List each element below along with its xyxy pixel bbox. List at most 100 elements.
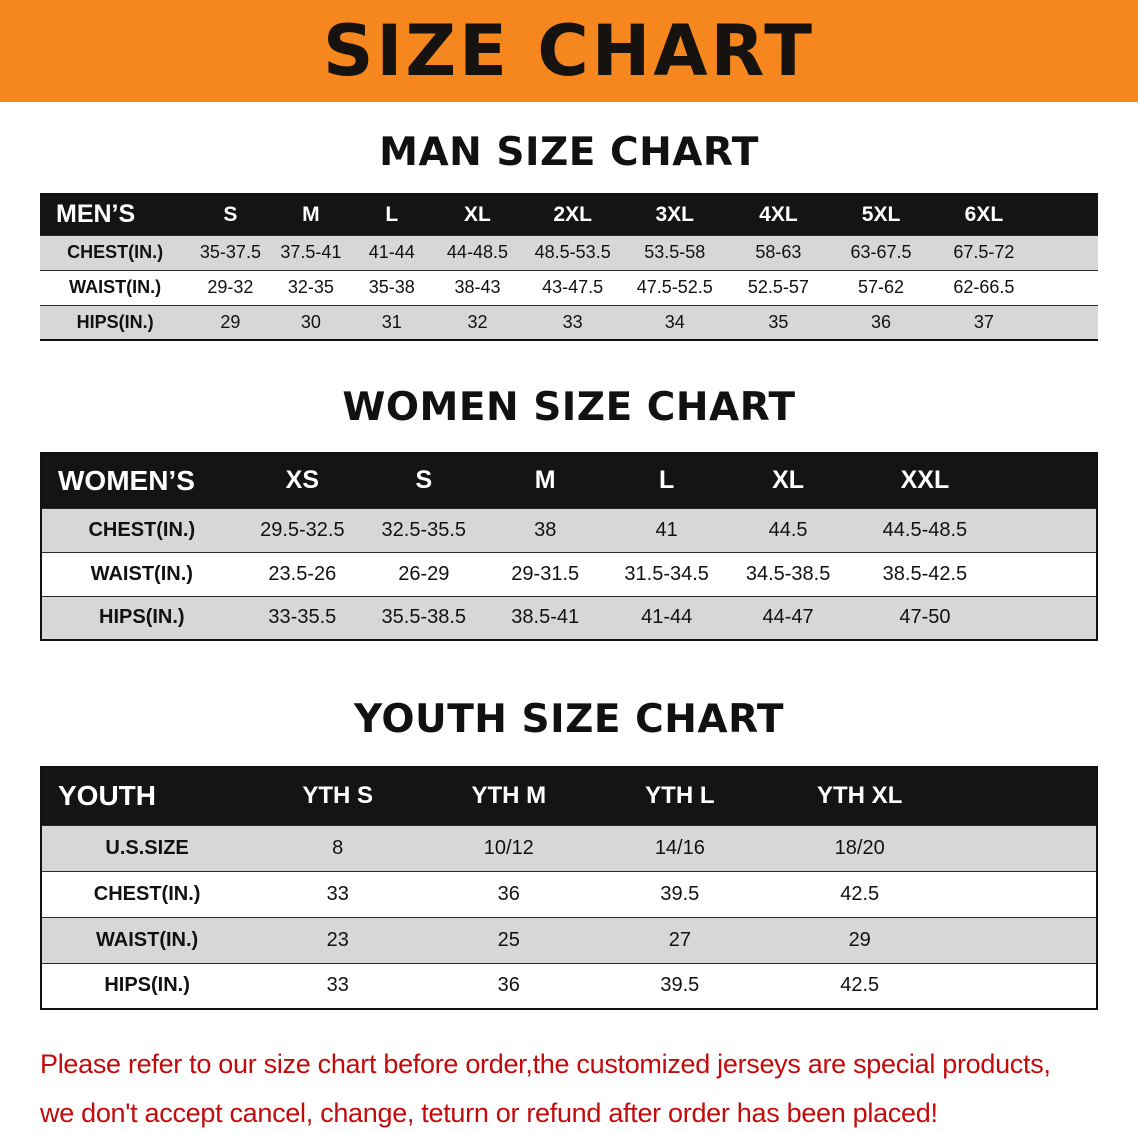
size-column-header: 6XL (931, 194, 1098, 235)
size-column-header: XL (727, 453, 849, 508)
size-value: 35 (768, 311, 789, 332)
row-label: WAIST(IN.) (69, 277, 162, 297)
size-column-header: 3XL (622, 194, 727, 235)
row-label: CHEST(IN.) (88, 518, 196, 541)
row-label: HIPS(IN.) (104, 974, 190, 997)
size-value: 38 (534, 518, 557, 541)
row-label: U.S.SIZE (105, 836, 189, 859)
row-label: CHEST(IN.) (93, 882, 201, 905)
table-header-row: WOMEN’S XS S M L XL XXL (41, 453, 1097, 508)
size-value: 41-44 (368, 242, 415, 262)
size-value: 37.5-41 (280, 242, 342, 262)
measurement-row: WAIST(IN.) 29-32 32-35 35-38 38-43 43-47.5 47.… (40, 270, 1098, 305)
size-value: 25 (497, 928, 520, 951)
size-column-header: 2XL (522, 194, 623, 235)
size-value: 39.5 (660, 974, 700, 997)
size-value: 32.5-35.5 (381, 518, 467, 541)
size-value: 31.5-34.5 (624, 562, 709, 585)
size-value: 34 (664, 311, 685, 332)
size-value: 44.5-48.5 (882, 518, 968, 541)
size-value: 14/16 (654, 836, 705, 859)
size-value: 42.5 (840, 974, 880, 997)
size-value: 26-29 (398, 562, 450, 585)
size-column-header: S (363, 453, 485, 508)
size-value: 8 (332, 836, 344, 859)
size-value: 57-62 (858, 277, 905, 297)
measurement-row: CHEST(IN.) 29.5-32.5 32.5-35.5 38 41 44.5 44.5… (41, 508, 1097, 552)
measurement-row: WAIST(IN.) 23.5-26 26-29 29-31.5 31.5-34.5 34… (41, 552, 1097, 596)
table-title-cell: WOMEN’S (41, 453, 242, 508)
size-value: 44.5 (768, 518, 808, 541)
page-title: SIZE CHART (322, 10, 816, 92)
size-value: 43-47.5 (542, 277, 604, 297)
youth-size-chart-section: YOUTH SIZE CHART YOUTH YTH S YTH M YTH L YTH… (0, 697, 1138, 1010)
size-value: 29.5-32.5 (260, 518, 345, 541)
youth-size-chart-heading: YOUTH SIZE CHART (354, 697, 784, 742)
size-value: 29-32 (207, 277, 254, 297)
size-value: 63-67.5 (850, 242, 912, 262)
size-value: 42.5 (840, 882, 880, 905)
size-value: 36 (497, 974, 520, 997)
size-column-header: YTH L (594, 767, 766, 825)
size-value: 33 (326, 882, 349, 905)
size-value: 37 (973, 311, 994, 332)
measurement-row: HIPS(IN.) 29 30 31 32 33 34 35 36 37 (40, 305, 1098, 340)
row-label: HIPS(IN.) (76, 311, 154, 332)
size-value: 44-47 (762, 606, 814, 629)
size-value: 29 (220, 311, 241, 332)
size-column-header: YTH M (423, 767, 595, 825)
size-value: 52.5-57 (747, 277, 809, 297)
measurement-row: HIPS(IN.) 33-35.5 35.5-38.5 38.5-41 41-44 44-… (41, 596, 1097, 640)
row-label: HIPS(IN.) (99, 606, 185, 629)
size-value: 38.5-41 (511, 606, 580, 629)
size-column-header: 5XL (830, 194, 932, 235)
size-value: 47.5-52.5 (636, 277, 713, 297)
man-size-chart-heading: MAN SIZE CHART (379, 130, 759, 175)
size-value: 47-50 (899, 606, 951, 629)
size-value: 23.5-26 (268, 562, 337, 585)
measurement-row: WAIST(IN.) 23 25 27 29 (41, 917, 1097, 963)
size-column-header: YTH S (252, 767, 424, 825)
row-label: CHEST(IN.) (67, 242, 164, 262)
size-value: 32-35 (287, 277, 334, 297)
size-column-header: L (605, 453, 728, 508)
youth-size-table: YOUTH YTH S YTH M YTH L YTH XL U.S.SIZE 8 10/12… (40, 766, 1098, 1010)
row-label: WAIST(IN.) (90, 562, 193, 585)
men-size-table: MEN’S S M L XL 2XL 3XL 4XL 5XL 6XL CHEST(IN.) 35-37… (40, 193, 1098, 341)
size-value: 35-38 (368, 277, 415, 297)
measurement-row: CHEST(IN.) 35-37.5 37.5-41 41-44 44-48.5 48.5… (40, 235, 1098, 270)
size-value: 39.5 (660, 882, 700, 905)
size-value: 30 (300, 311, 321, 332)
size-column-header: YTH XL (765, 767, 1097, 825)
size-column-header: L (351, 194, 433, 235)
banner: SIZE CHART (0, 0, 1138, 102)
size-value: 44-48.5 (446, 242, 508, 262)
size-value: 36 (871, 311, 892, 332)
disclaimer-line-2: we don't accept cancel, change, teturn o… (40, 1097, 938, 1128)
size-value: 35-37.5 (199, 242, 261, 262)
size-value: 18/20 (834, 836, 885, 859)
size-value: 36 (497, 882, 520, 905)
size-value: 38-43 (454, 277, 501, 297)
women-size-chart-section: WOMEN SIZE CHART WOMEN’S XS S M L XL XXL CHEST(… (0, 385, 1138, 641)
size-column-header: XS (241, 453, 364, 508)
size-value: 10/12 (483, 836, 534, 859)
size-value: 53.5-58 (644, 242, 706, 262)
table-header-row: YOUTH YTH S YTH M YTH L YTH XL (41, 767, 1097, 825)
measurement-row: HIPS(IN.) 33 36 39.5 42.5 (41, 963, 1097, 1009)
size-column-header: 4XL (726, 194, 831, 235)
disclaimer: Please refer to our size chart before or… (40, 1040, 1118, 1132)
table-header-row: MEN’S S M L XL 2XL 3XL 4XL 5XL 6XL (40, 194, 1098, 235)
size-value: 33-35.5 (268, 606, 337, 629)
women-size-table: WOMEN’S XS S M L XL XXL CHEST(IN.) 29.5-32.5 32.5… (40, 452, 1098, 641)
table-title-cell: MEN’S (40, 194, 191, 235)
disclaimer-line-1: Please refer to our size chart before or… (40, 1049, 1051, 1079)
women-size-chart-heading: WOMEN SIZE CHART (342, 385, 796, 430)
man-size-chart-section: MAN SIZE CHART MEN’S S M L XL 2XL 3XL 4XL 5XL 6XL… (0, 130, 1138, 341)
size-column-header: S (190, 194, 271, 235)
size-value: 27 (668, 928, 691, 951)
size-value: 58-63 (755, 242, 802, 262)
size-value: 48.5-53.5 (534, 242, 611, 262)
size-value: 67.5-72 (953, 242, 1015, 262)
